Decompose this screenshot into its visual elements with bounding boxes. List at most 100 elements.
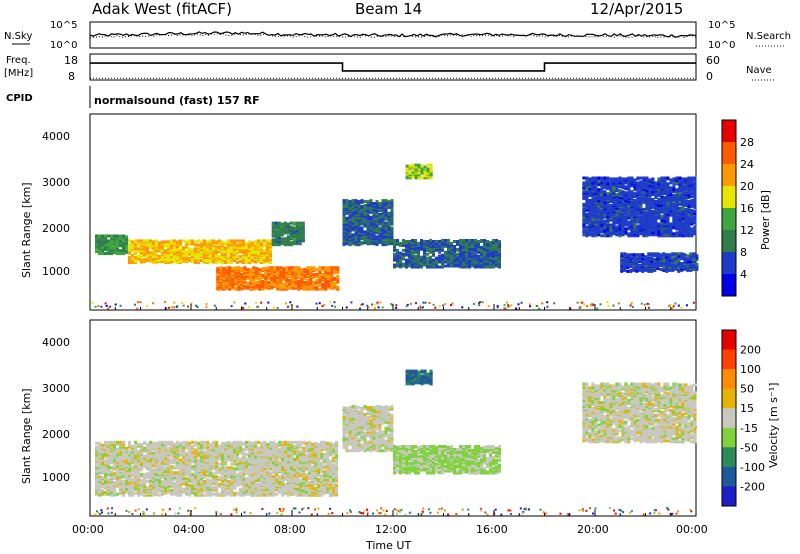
heat-cell bbox=[240, 280, 244, 284]
heat-cell bbox=[432, 240, 435, 243]
heat-cell bbox=[591, 181, 595, 185]
heat-cell bbox=[252, 285, 256, 289]
heat-cell bbox=[693, 195, 697, 199]
heat-cell bbox=[450, 251, 453, 255]
heat-cell bbox=[594, 185, 598, 189]
heat-cell bbox=[301, 228, 305, 232]
heat-cell bbox=[309, 274, 313, 277]
heat-cell bbox=[306, 274, 310, 277]
heat-cell bbox=[345, 219, 349, 223]
heat-cell bbox=[242, 307, 245, 310]
heat-cell bbox=[280, 237, 284, 241]
velocity-panel: 4000 3000 2000 1000 Slant Range [km] 200… bbox=[20, 319, 780, 517]
heat-cell bbox=[690, 222, 694, 226]
heat-cell bbox=[148, 260, 152, 263]
heat-cell bbox=[665, 255, 669, 259]
heat-cell bbox=[107, 307, 110, 310]
colorbar-segment bbox=[722, 252, 736, 275]
heat-cell bbox=[603, 210, 607, 214]
heat-cell bbox=[268, 248, 272, 252]
heat-cell bbox=[276, 271, 280, 275]
heat-cell bbox=[603, 196, 607, 200]
heat-cell bbox=[659, 258, 663, 262]
heat-cell bbox=[395, 306, 398, 309]
heat-cell bbox=[342, 204, 346, 207]
heat-cell bbox=[579, 305, 582, 308]
heat-cell bbox=[324, 268, 328, 272]
heat-cell bbox=[408, 171, 412, 175]
heat-cell bbox=[208, 260, 212, 263]
heat-cell bbox=[351, 211, 355, 215]
heat-cell bbox=[654, 223, 658, 227]
heat-cell bbox=[378, 241, 382, 245]
heat-cell bbox=[312, 266, 316, 270]
heat-cell bbox=[459, 263, 462, 267]
heat-cell bbox=[279, 268, 283, 272]
heat-cell bbox=[145, 248, 149, 252]
heat-cell bbox=[447, 253, 450, 257]
heat-cell bbox=[359, 307, 361, 310]
heat-cell bbox=[597, 223, 601, 227]
heat-cell bbox=[262, 249, 266, 253]
heat-cell bbox=[273, 266, 277, 270]
heat-cell bbox=[381, 231, 385, 235]
heat-cell bbox=[621, 195, 625, 199]
heat-cell bbox=[645, 186, 649, 190]
heat-cell bbox=[672, 200, 676, 203]
heat-cell bbox=[675, 231, 679, 235]
heat-cell bbox=[252, 269, 256, 273]
heat-cell bbox=[675, 219, 679, 223]
heat-cell bbox=[309, 283, 313, 287]
heat-cell bbox=[101, 460, 104, 464]
heat-cell bbox=[408, 256, 411, 260]
heat-cell bbox=[396, 241, 399, 244]
heat-cell bbox=[642, 196, 646, 200]
heat-cell bbox=[366, 222, 370, 226]
heat-cell bbox=[690, 199, 694, 202]
heat-cell bbox=[618, 209, 622, 213]
heat-cell bbox=[603, 193, 607, 197]
heat-cell bbox=[396, 239, 399, 242]
heat-cell bbox=[166, 259, 170, 262]
heat-cell bbox=[280, 222, 284, 226]
heat-cell bbox=[122, 239, 126, 243]
heat-cell bbox=[489, 241, 492, 244]
heat-cell bbox=[366, 241, 370, 245]
freq-line bbox=[90, 62, 696, 72]
heat-cell bbox=[252, 287, 256, 291]
heat-cell bbox=[381, 221, 385, 225]
heat-cell bbox=[669, 207, 673, 211]
heat-cell bbox=[181, 250, 185, 254]
heat-cell bbox=[363, 223, 367, 227]
heat-cell bbox=[228, 284, 232, 288]
heat-cell bbox=[402, 254, 405, 258]
heat-cell bbox=[240, 276, 244, 279]
heat-cell bbox=[483, 262, 486, 266]
heat-cell bbox=[125, 244, 129, 248]
heat-cell bbox=[223, 246, 227, 250]
heat-cell bbox=[255, 269, 259, 273]
heat-cell bbox=[95, 234, 98, 238]
heat-cell bbox=[681, 229, 685, 233]
heat-cell bbox=[369, 215, 373, 219]
heat-cell bbox=[223, 241, 227, 245]
heat-cell bbox=[113, 246, 116, 250]
heat-cell bbox=[603, 190, 607, 194]
heat-cell bbox=[665, 269, 669, 273]
heat-cell bbox=[623, 256, 627, 260]
heat-cell bbox=[417, 249, 420, 253]
heat-cell bbox=[678, 196, 682, 200]
heat-cell bbox=[342, 219, 346, 223]
heat-cell bbox=[480, 254, 483, 258]
heat-cell bbox=[444, 264, 447, 268]
heat-cell bbox=[420, 241, 423, 244]
noise-right-label: N.Search bbox=[746, 31, 791, 42]
heat-cell bbox=[331, 304, 334, 307]
heat-cell bbox=[354, 205, 358, 208]
heat-cell bbox=[196, 255, 200, 259]
heat-cell bbox=[119, 304, 122, 307]
heat-cell bbox=[618, 216, 622, 220]
heat-cell bbox=[420, 243, 423, 247]
heat-cell bbox=[291, 270, 295, 274]
noise-left-tick-bottom: 10^0 bbox=[50, 40, 77, 51]
